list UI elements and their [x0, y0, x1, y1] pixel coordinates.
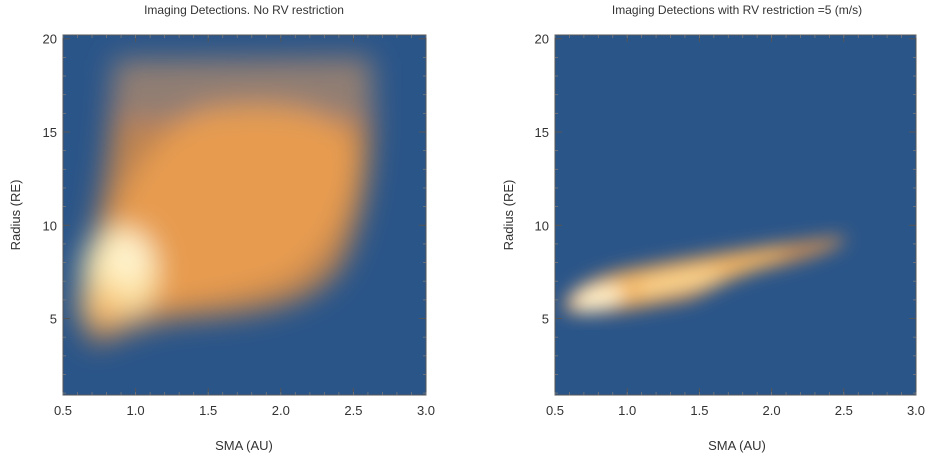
chart-left-frame: [62, 34, 427, 396]
chart-left-density: [78, 58, 372, 345]
chart-left-y-tick-label: 5: [50, 312, 57, 327]
chart-left-x-tick-label: 1.0: [127, 403, 145, 418]
chart-left-x-tick-label: 0.5: [54, 403, 72, 418]
chart-right-x-tick-label: 0.5: [546, 403, 564, 418]
density-streak-secondary: [635, 270, 725, 294]
chart-left-x-tick-label: 1.5: [199, 403, 217, 418]
chart-right: Imaging Detections with RV restriction =…: [501, 3, 925, 453]
density-streak-core: [572, 285, 624, 311]
chart-left-x-tick-label: 2.5: [344, 403, 362, 418]
chart-right-x-tick-label: 3.0: [907, 403, 925, 418]
chart-right-y-tick-label: 15: [535, 125, 549, 140]
chart-left-x-tick-label: 2.0: [272, 403, 290, 418]
chart-right-title: Imaging Detections with RV restriction =…: [612, 3, 862, 17]
chart-right-frame: [554, 34, 917, 396]
chart-left-y-tick-label: 15: [43, 125, 57, 140]
density-peak: [108, 234, 148, 282]
chart-left: Imaging Detections. No RV restriction 0.…: [8, 3, 435, 453]
chart-right-x-tick-label: 2.0: [763, 403, 781, 418]
chart-right-ticks: 0.5 1.0 1.5 2.0 2.5 3.0 5 10 15 20: [535, 32, 926, 418]
chart-right-xlabel: SMA (AU): [708, 438, 766, 453]
chart-right-y-tick-label: 20: [535, 32, 549, 47]
chart-right-ylabel: Radius (RE): [501, 180, 516, 251]
chart-right-plot-background: [555, 35, 916, 395]
chart-left-title: Imaging Detections. No RV restriction: [144, 3, 344, 17]
density-base: [78, 287, 122, 323]
density-region-mid: [94, 104, 357, 330]
chart-left-x-tick-label: 3.0: [417, 403, 435, 418]
chart-left-xlabel: SMA (AU): [215, 438, 273, 453]
chart-right-x-tick-label: 1.0: [618, 403, 636, 418]
chart-right-y-tick-label: 10: [535, 218, 549, 233]
chart-right-density: [564, 236, 846, 314]
density-region-upper: [112, 60, 372, 120]
chart-left-y-tick-label: 10: [43, 218, 57, 233]
chart-right-x-tick-label: 1.5: [690, 403, 708, 418]
chart-right-y-tick-label: 5: [542, 312, 549, 327]
chart-right-x-tick-label: 2.5: [835, 403, 853, 418]
chart-left-y-tick-label: 20: [43, 32, 57, 47]
chart-left-ticks: 0.5 1.0 1.5 2.0 2.5 3.0 5 10 15 20: [43, 32, 436, 418]
chart-left-ylabel: Radius (RE): [8, 180, 23, 251]
